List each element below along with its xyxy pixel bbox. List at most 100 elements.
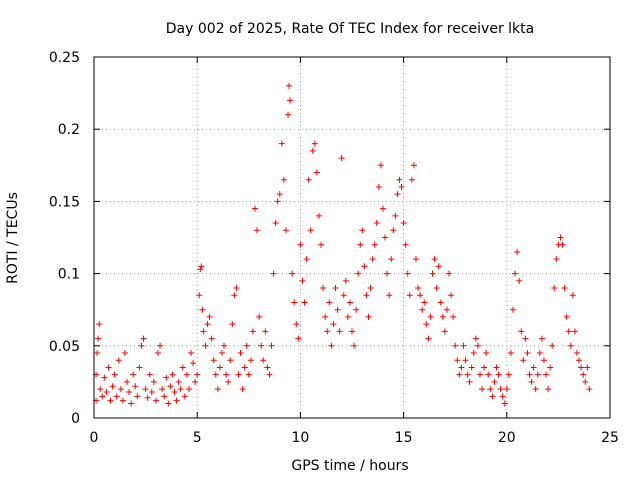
data-point [382,234,389,241]
data-point [421,299,428,306]
data-point [218,350,225,357]
data-point [113,393,120,400]
data-point [586,386,593,393]
data-point [365,313,372,320]
data-point [196,292,203,299]
data-point [101,374,108,381]
data-point [536,350,543,357]
data-point [315,212,322,219]
data-point [198,263,205,270]
data-point [324,328,331,335]
data-point [223,371,230,378]
data-point [165,400,172,407]
data-point [429,270,436,277]
data-point [197,266,204,273]
data-point [229,321,236,328]
data-point [404,270,411,277]
data-point [231,292,238,299]
data-point [464,371,471,378]
data-point [423,321,430,328]
data-point [359,227,366,234]
data-point [152,397,159,404]
data-point [557,234,564,241]
data-point [256,313,263,320]
x-tick-label: 0 [90,430,99,446]
data-point [262,328,269,335]
data-point [346,299,353,306]
data-point [286,82,293,89]
data-point [254,227,261,234]
data-point [320,285,327,292]
chart-title: Day 002 of 2025, Rate Of TEC Index for r… [166,21,534,37]
data-point [516,277,523,284]
data-point [369,256,376,263]
data-point [280,176,287,183]
data-point [225,378,232,385]
data-point [268,342,275,349]
data-point [503,386,510,393]
data-point [188,350,195,357]
data-point [274,198,281,205]
data-point [171,389,178,396]
data-point [580,371,587,378]
data-point [282,227,289,234]
data-point [105,364,112,371]
data-point [169,371,176,378]
data-point [417,292,424,299]
data-point [509,306,516,313]
data-point [563,313,570,320]
data-point [512,270,519,277]
data-point [379,205,386,212]
data-point [462,357,469,364]
data-point [540,357,547,364]
data-point [177,386,184,393]
data-point [410,162,417,169]
grid-lines [94,57,610,418]
y-tick-label: 0.05 [49,339,80,355]
data-point [126,389,133,396]
data-point [443,306,450,313]
data-point [150,378,157,385]
data-point [272,220,279,227]
data-point [94,350,101,357]
data-point [553,256,560,263]
data-point [456,371,463,378]
data-point [124,378,131,385]
data-point [479,386,486,393]
data-point [96,321,103,328]
data-point [394,191,401,198]
data-point [470,350,477,357]
data-point [181,393,188,400]
data-point [200,328,207,335]
data-point [140,335,147,342]
data-point [497,386,504,393]
data-point [233,285,240,292]
x-tick-labels: 0 5 10 15 20 25 [90,430,619,446]
data-point [355,270,362,277]
data-point [476,371,483,378]
data-point [505,371,512,378]
data-point [446,270,453,277]
data-point [99,393,106,400]
y-tick-label: 0.2 [58,122,80,138]
data-point [245,371,252,378]
data-point [450,313,457,320]
data-point [526,371,533,378]
data-point [549,342,556,349]
data-point [454,357,461,364]
data-point [483,350,490,357]
data-point [334,306,341,313]
data-point [439,313,446,320]
data-point [305,176,312,183]
data-point [427,313,434,320]
data-point [289,270,296,277]
data-point [573,350,580,357]
data-point [460,342,467,349]
data-point [466,378,473,385]
data-point [565,328,572,335]
data-point [185,386,192,393]
data-point [270,270,277,277]
data-point [192,378,199,385]
